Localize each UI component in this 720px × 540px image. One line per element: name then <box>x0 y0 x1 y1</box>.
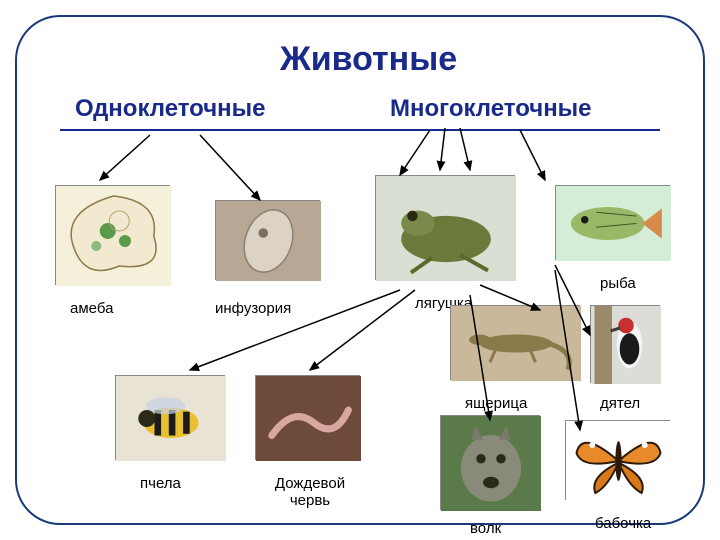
item-butterfly <box>565 420 670 500</box>
item-wolf <box>440 415 540 510</box>
label-worm: Дождевой червь <box>255 475 365 509</box>
item-lizard <box>450 305 580 380</box>
item-bee <box>115 375 225 460</box>
label-butterfly: бабочка <box>595 515 651 532</box>
label-bee: пчела <box>140 475 181 492</box>
item-worm <box>255 375 360 460</box>
item-amoeba <box>55 185 170 285</box>
label-woodpecker: дятел <box>600 395 640 412</box>
label-amoeba: амеба <box>70 300 113 317</box>
item-infusoria <box>215 200 320 280</box>
item-fish <box>555 185 670 260</box>
label-lizard: ящерица <box>465 395 527 412</box>
item-frog <box>375 175 515 280</box>
label-infusoria: инфузория <box>215 300 291 317</box>
label-wolf: волк <box>470 520 501 537</box>
category-multicellular: Многоклеточные <box>390 95 592 123</box>
item-woodpecker <box>590 305 660 383</box>
main-title: Животные <box>280 40 457 79</box>
category-unicellular: Одноклеточные <box>75 95 266 123</box>
label-fish: рыба <box>600 275 636 292</box>
